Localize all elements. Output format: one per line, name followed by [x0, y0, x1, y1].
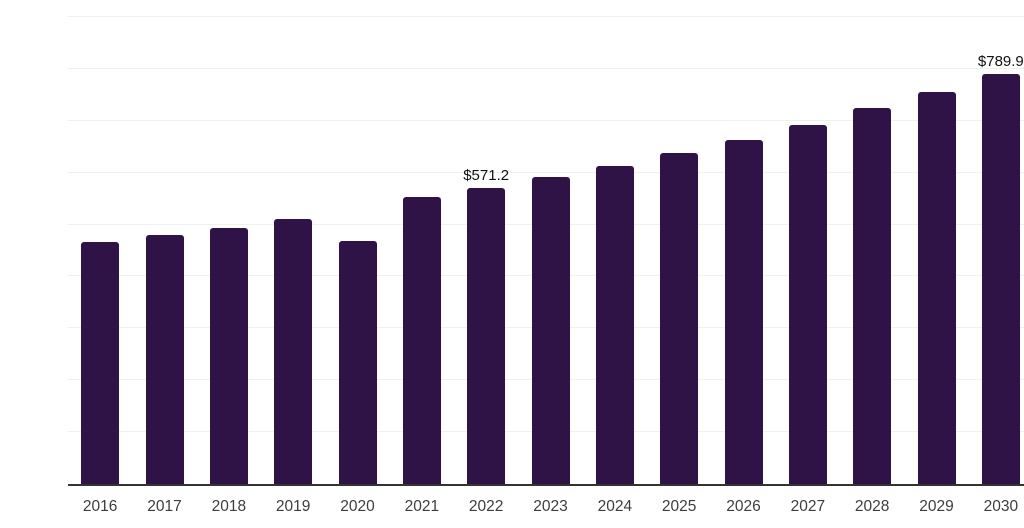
- bar-2020: [338, 241, 377, 484]
- bar-2016: [81, 241, 120, 484]
- x-tick-label-2021: 2021: [404, 498, 440, 515]
- bar-2027: [788, 124, 827, 484]
- bar-2025: [660, 152, 699, 484]
- bar-2022: [467, 187, 506, 484]
- x-tick-label-2020: 2020: [340, 498, 375, 515]
- gridline: [68, 16, 1024, 17]
- x-tick-label-2024: 2024: [597, 498, 633, 515]
- value-label-2030: $789.9: [977, 53, 1024, 71]
- x-tick-label-2026: 2026: [726, 498, 761, 515]
- bar-2023: [531, 177, 570, 484]
- x-tick-label-2025: 2025: [661, 498, 697, 515]
- x-tick-label-2028: 2028: [854, 498, 890, 515]
- bar-2019: [274, 218, 313, 484]
- x-tick-label-2023: 2023: [533, 498, 568, 515]
- x-tick-label-2029: 2029: [919, 498, 954, 515]
- x-axis-labels: 2016 2017 2018 2019 2020 2021 2022 2023 2024 2025…: [68, 498, 1024, 522]
- bar-chart: $571.2 $789.9 2016 2017 2018 2019 2020 2021 202…: [40, 16, 1024, 528]
- gridline: [68, 119, 1024, 121]
- gridline: [68, 67, 1024, 69]
- x-tick-label-2017: 2017: [147, 498, 182, 515]
- bar-2024: [595, 165, 634, 484]
- bar-2017: [145, 234, 184, 484]
- bar-2029: [917, 91, 956, 484]
- bar-2030: [981, 74, 1020, 484]
- x-tick-label-2016: 2016: [82, 498, 118, 515]
- bar-2018: [209, 227, 248, 484]
- bar-2026: [724, 139, 763, 484]
- plot-area: $571.2 $789.9: [68, 16, 1024, 486]
- x-tick-label-2022: 2022: [468, 498, 504, 515]
- x-tick-label-2018: 2018: [211, 498, 247, 515]
- x-tick-label-2019: 2019: [275, 498, 311, 515]
- bar-2021: [402, 196, 441, 484]
- gridline: [68, 171, 1024, 173]
- bar-2028: [853, 108, 892, 484]
- x-tick-label-2030: 2030: [983, 498, 1019, 515]
- x-tick-label-2027: 2027: [790, 498, 826, 515]
- value-label-2022: $571.2: [463, 166, 510, 184]
